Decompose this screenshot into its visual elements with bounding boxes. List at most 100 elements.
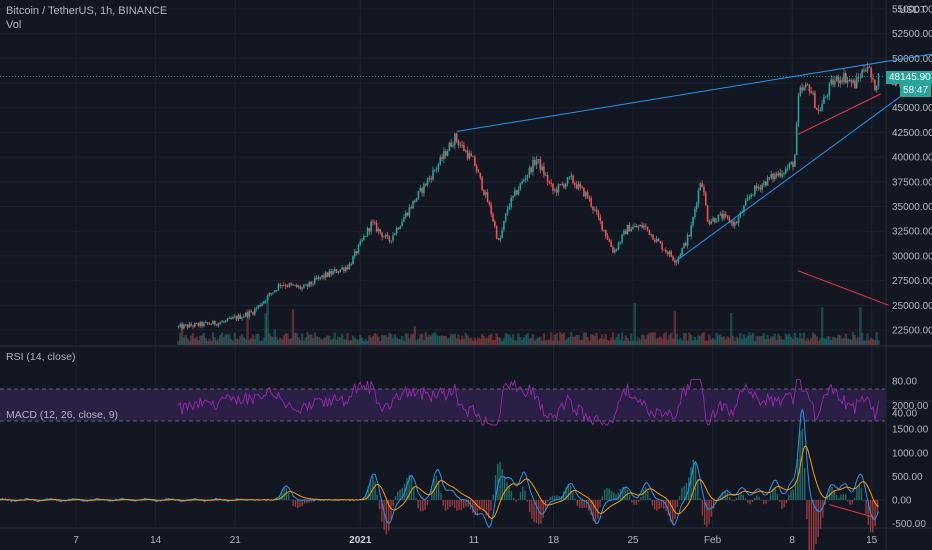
macd-histogram-bar bbox=[306, 500, 308, 504]
volume-bar bbox=[379, 340, 382, 345]
candle-body bbox=[454, 133, 456, 145]
candle-body bbox=[277, 284, 280, 291]
candle-body bbox=[664, 250, 667, 252]
macd-histogram-bar bbox=[740, 492, 742, 500]
macd-histogram-bar bbox=[610, 490, 613, 500]
rsi-line bbox=[178, 378, 879, 426]
macd-histogram-bar bbox=[406, 477, 408, 500]
candle-body bbox=[490, 204, 492, 214]
macd-histogram-bar bbox=[844, 494, 847, 500]
volume-bar bbox=[846, 338, 849, 345]
candle-body bbox=[492, 213, 494, 222]
candle-body bbox=[475, 165, 478, 172]
candle-body bbox=[379, 229, 382, 233]
macd-histogram-bar bbox=[749, 500, 751, 505]
macd-histogram-bar bbox=[219, 499, 222, 501]
volume-bar bbox=[302, 340, 306, 345]
candle-body bbox=[350, 263, 352, 265]
candle-body bbox=[679, 254, 682, 258]
candle-body bbox=[506, 209, 509, 214]
candle-body bbox=[792, 162, 794, 167]
volume-bar bbox=[693, 336, 697, 345]
candle-body bbox=[692, 216, 694, 226]
volume-bar bbox=[684, 333, 687, 345]
macd-histogram-bar bbox=[690, 467, 692, 500]
volume-bar bbox=[477, 337, 480, 345]
volume-bar bbox=[368, 335, 371, 345]
macd-histogram-bar bbox=[797, 458, 799, 500]
volume-bar bbox=[564, 339, 567, 345]
candle-body bbox=[432, 170, 434, 180]
volume-bar bbox=[349, 340, 353, 345]
price-tick-label: 30000.00 bbox=[892, 251, 932, 262]
macd-histogram-bar bbox=[444, 500, 447, 511]
candle-body bbox=[712, 218, 714, 222]
volume-bar bbox=[388, 332, 391, 345]
candle-body bbox=[363, 236, 365, 240]
candle-body bbox=[290, 283, 292, 285]
volume-bar bbox=[635, 340, 638, 345]
candle-body bbox=[381, 232, 383, 238]
candle-body bbox=[774, 174, 776, 180]
volume-bar bbox=[229, 339, 233, 345]
volume-bar bbox=[308, 334, 311, 345]
macd-histogram-bar bbox=[456, 500, 458, 511]
volume-bar bbox=[522, 337, 526, 345]
volume-bar bbox=[715, 332, 718, 345]
volume-bar bbox=[426, 336, 429, 345]
macd-histogram-bar bbox=[574, 498, 576, 500]
price-tick-label: 32500.00 bbox=[892, 227, 932, 238]
candle-body bbox=[739, 212, 742, 218]
candle-body bbox=[639, 224, 642, 227]
candle-body bbox=[514, 190, 516, 196]
macd-histogram-bar bbox=[369, 479, 372, 500]
macd-histogram-bar bbox=[583, 500, 585, 508]
macd-histogram-bar bbox=[847, 500, 849, 502]
volume-bar bbox=[804, 340, 807, 345]
candle-body bbox=[383, 236, 385, 238]
candle-body bbox=[434, 169, 436, 171]
candle-body bbox=[757, 187, 760, 189]
trendline bbox=[797, 270, 889, 306]
volume-bar bbox=[219, 335, 222, 345]
volume-bar bbox=[726, 336, 729, 345]
candle-body bbox=[724, 213, 727, 216]
candle-body bbox=[243, 316, 245, 318]
candle-body bbox=[615, 249, 618, 250]
macd-histogram-bar bbox=[578, 500, 581, 508]
candle-body bbox=[868, 67, 871, 68]
macd-histogram-bar bbox=[803, 468, 806, 500]
volume-bar bbox=[417, 338, 420, 345]
volume-bar bbox=[342, 339, 346, 345]
candle-body bbox=[463, 144, 465, 152]
macd-histogram-bar bbox=[533, 500, 535, 522]
volume-bar bbox=[810, 337, 813, 345]
macd-histogram-bar bbox=[460, 500, 463, 511]
volume-bar bbox=[551, 340, 555, 345]
volume-bar bbox=[808, 340, 811, 345]
macd-histogram-bar bbox=[785, 500, 788, 504]
candle-body bbox=[584, 192, 587, 197]
candle-body bbox=[486, 192, 489, 203]
candle-body bbox=[292, 284, 294, 286]
volume-bar bbox=[557, 340, 560, 345]
volume-bar bbox=[466, 335, 469, 345]
volume-bar bbox=[573, 336, 577, 345]
candle-body bbox=[568, 176, 571, 178]
volume-bar bbox=[346, 332, 349, 345]
volume-bar bbox=[580, 339, 584, 345]
macd-histogram-bar bbox=[788, 494, 790, 500]
candle-body bbox=[395, 227, 398, 234]
candle-body bbox=[608, 239, 611, 242]
candle-body bbox=[483, 189, 485, 195]
candle-body bbox=[875, 85, 878, 91]
macd-histogram-bar bbox=[397, 491, 399, 500]
macd-histogram-bar bbox=[828, 487, 831, 500]
candle-body bbox=[564, 183, 567, 188]
candle-body bbox=[744, 200, 747, 206]
volume-bar bbox=[548, 339, 551, 345]
candle-body bbox=[404, 212, 407, 218]
volume-bar bbox=[735, 336, 738, 345]
macd-tick-label: 1000.00 bbox=[892, 448, 929, 459]
macd-histogram-bar bbox=[592, 500, 594, 522]
